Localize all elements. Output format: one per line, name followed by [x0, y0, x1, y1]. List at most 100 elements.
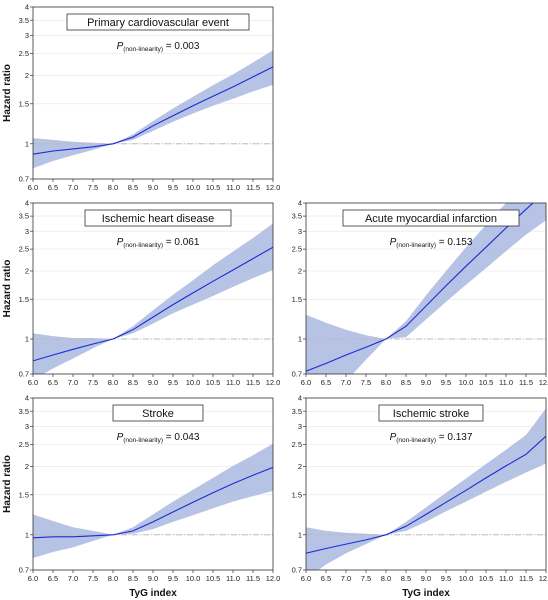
y-tick-label: 0.7: [19, 175, 29, 184]
y-tick-label: 2: [25, 71, 29, 80]
y-tick-label: 1: [298, 530, 302, 539]
x-tick-label: 8.5: [401, 378, 411, 387]
panel-title: Ischemic heart disease: [102, 213, 215, 225]
x-tick-label: 9.5: [168, 378, 178, 387]
y-tick-label: 4: [25, 394, 29, 403]
panel-title: Ischemic stroke: [393, 408, 469, 420]
confidence-band: [33, 443, 273, 559]
x-tick-label: 6.0: [301, 574, 311, 583]
x-tick-label: 11.0: [499, 574, 513, 583]
p-value-annotation: P(non-linearity) = 0.153: [390, 237, 473, 249]
plot-area: [306, 203, 546, 374]
x-tick-label: 10.5: [206, 574, 221, 583]
x-tick-label: 7.0: [341, 378, 351, 387]
x-tick-label: 12.0: [266, 574, 281, 583]
x-tick-label: 8.5: [401, 574, 411, 583]
hazard-ratio-curve: [306, 203, 534, 372]
y-axis-title: Hazard ratio: [2, 260, 13, 318]
y-tick-label: 2.5: [292, 440, 302, 449]
y-tick-label: 2.5: [19, 49, 29, 58]
y-tick-label: 3: [25, 31, 29, 40]
y-axis-title: Hazard ratio: [2, 64, 13, 122]
y-tick-label: 3: [25, 227, 29, 236]
confidence-band: [306, 203, 546, 374]
x-tick-label: 10.0: [186, 574, 201, 583]
plot-area: [33, 443, 273, 559]
x-tick-label: 8.5: [128, 183, 138, 192]
panel-4: 0.711.522.533.546.0 6.5 7.0 7.5 8.0 8.5 9.0 9.5…: [2, 394, 280, 599]
panel-title-box: [378, 404, 484, 422]
y-tick-label: 3: [25, 422, 29, 431]
x-tick-label: 9.5: [168, 574, 178, 583]
y-tick-label: 2.5: [19, 245, 29, 254]
x-tick-label: 8.0: [108, 378, 118, 387]
x-tick-label: 12.0: [539, 574, 548, 583]
panel-title-box: [84, 209, 232, 227]
x-tick-label: 6.0: [301, 378, 311, 387]
x-tick-label: 12.0: [539, 378, 548, 387]
x-tick-label: 11.5: [519, 574, 533, 583]
x-tick-label: 8.5: [128, 574, 138, 583]
x-tick-label: 9.0: [421, 378, 431, 387]
confidence-band: [306, 408, 546, 570]
y-tick-label: 3.5: [19, 16, 29, 25]
y-axis-title: Hazard ratio: [2, 455, 13, 513]
x-tick-label: 12.0: [266, 183, 281, 192]
x-tick-label: 6.5: [321, 574, 331, 583]
panel-title: Primary cardiovascular event: [87, 17, 229, 29]
p-value-annotation: P(non-linearity) = 0.137: [390, 432, 473, 444]
p-value-annotation: P(non-linearity) = 0.043: [117, 432, 200, 444]
x-tick-label: 11.5: [519, 378, 533, 387]
panel-5: 0.711.522.533.546.0 6.5 7.0 7.5 8.0 8.5 9.0 9.5…: [292, 394, 548, 599]
y-tick-label: 3: [298, 422, 302, 431]
x-axis-title: TyG index: [402, 588, 450, 599]
y-tick-label: 0.7: [19, 566, 29, 575]
panel-title: Stroke: [142, 408, 174, 420]
x-tick-label: 11.0: [226, 574, 240, 583]
y-tick-label: 4: [25, 199, 29, 208]
x-tick-label: 6.0: [28, 183, 38, 192]
x-tick-label: 7.5: [361, 378, 371, 387]
panel-3: 0.711.522.533.546.0 6.5 7.0 7.5 8.0 8.5 9.0 9.5…: [292, 199, 548, 387]
confidence-band: [33, 223, 273, 374]
p-value-annotation: P(non-linearity) = 0.061: [117, 237, 200, 249]
y-tick-label: 1.5: [19, 490, 29, 499]
y-tick-label: 4: [298, 199, 302, 208]
x-tick-label: 7.0: [341, 574, 351, 583]
x-tick-label: 7.0: [68, 378, 78, 387]
y-tick-label: 2.5: [292, 245, 302, 254]
panel-title-box: [112, 404, 204, 422]
y-tick-label: 0.7: [292, 566, 302, 575]
x-tick-label: 10.5: [479, 378, 494, 387]
x-tick-label: 9.5: [168, 183, 178, 192]
panel-title-box: [342, 209, 520, 227]
x-tick-label: 8.0: [381, 378, 391, 387]
y-tick-label: 2: [25, 462, 29, 471]
y-tick-label: 1.5: [19, 295, 29, 304]
x-tick-label: 11.0: [226, 183, 240, 192]
y-tick-label: 2.5: [19, 440, 29, 449]
x-tick-label: 7.0: [68, 183, 78, 192]
x-tick-label: 7.5: [88, 574, 98, 583]
x-tick-label: 9.0: [148, 574, 158, 583]
x-tick-label: 7.0: [68, 574, 78, 583]
x-tick-label: 9.0: [148, 183, 158, 192]
panel-1: 0.711.522.533.546.0 6.5 7.0 7.5 8.0 8.5 9.0 9.5…: [2, 3, 280, 192]
x-tick-label: 9.5: [441, 574, 451, 583]
plot-area: [33, 223, 273, 374]
y-tick-label: 3.5: [292, 212, 302, 221]
y-tick-label: 2: [298, 462, 302, 471]
x-tick-label: 10.5: [206, 378, 221, 387]
x-tick-label: 9.0: [421, 574, 431, 583]
x-tick-label: 11.0: [226, 378, 240, 387]
x-tick-label: 11.5: [246, 183, 260, 192]
x-tick-label: 12.0: [266, 378, 281, 387]
y-tick-label: 1: [25, 335, 29, 344]
y-tick-label: 3.5: [19, 212, 29, 221]
x-tick-label: 6.5: [48, 378, 58, 387]
y-tick-label: 0.7: [292, 370, 302, 379]
x-tick-label: 10.0: [459, 574, 474, 583]
hazard-ratio-curve: [33, 246, 273, 362]
y-tick-label: 3.5: [292, 407, 302, 416]
